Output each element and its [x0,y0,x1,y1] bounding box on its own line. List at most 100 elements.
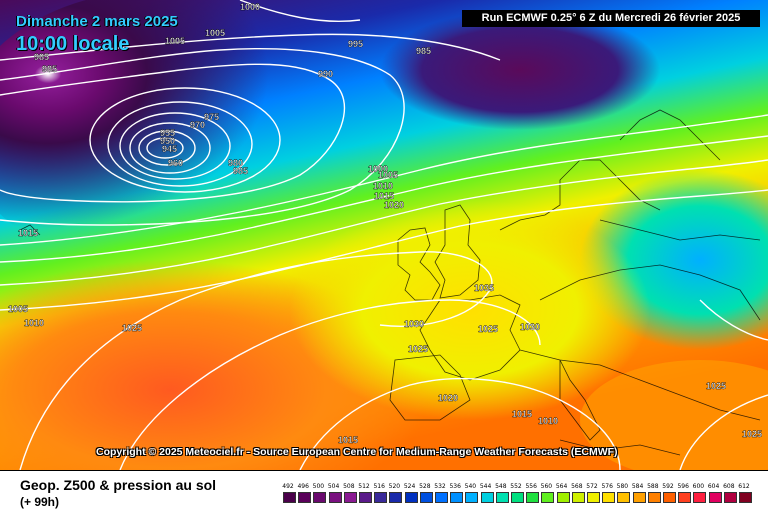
scale-swatch [556,492,570,503]
scale-label: 608 [723,483,735,490]
isobar-label: 990 [318,69,333,79]
scale-label: 532 [434,483,446,490]
scale-swatch [541,492,555,503]
isobar-label: 1005 [378,170,398,180]
scale-label: 492 [282,483,294,490]
scale-label: 544 [479,483,492,490]
isobar-label: 1015 [374,191,394,201]
isobar-label: 1000 [240,2,260,12]
scale-label: 548 [495,483,507,490]
isobar-label: 995 [348,39,363,49]
scale-step: 536 [449,481,464,509]
scale-label: 508 [343,483,355,490]
isobar-label: 1020 [384,200,404,210]
scale-swatch [435,492,448,503]
scale-swatch [298,492,312,503]
scale-step: 512 [358,481,373,509]
scale-step: 496 [297,481,312,509]
scale-swatch [343,492,357,503]
scale-step: 524 [404,481,419,509]
scale-step: 592 [662,481,677,509]
isobar-label: 1030 [520,322,540,332]
isobar-label: 985 [34,52,49,62]
forecast-lead-time: (+ 99h) [20,495,60,509]
isobar-label: 1025 [742,429,762,439]
scale-step: 528 [419,481,434,509]
legend-footer: Geop. Z500 & pression au sol (+ 99h) 492… [0,470,768,513]
scale-step: 596 [677,481,692,509]
scale-step: 588 [647,481,662,509]
scale-swatch [708,492,722,503]
scale-swatch [678,492,692,503]
scale-label: 564 [555,483,568,490]
isobar-label: 1030 [404,319,424,329]
scale-step: 604 [708,481,723,509]
scale-swatch [511,492,524,503]
scale-swatch [465,492,479,503]
scale-step: 560 [540,481,555,509]
scale-label: 552 [510,483,522,490]
scale-label: 588 [647,483,659,490]
isobar-label: 1015 [512,409,532,419]
scale-step: 500 [312,481,327,509]
chart-title: Geop. Z500 & pression au sol [20,477,217,493]
forecast-date: Dimanche 2 mars 2025 [16,13,178,30]
isobar-label: 970 [190,120,205,130]
isobar-label: 1010 [24,318,44,328]
scale-swatch [602,492,616,503]
scale-label: 516 [373,483,385,490]
isobar-label: 985 [416,46,431,56]
scale-step: 584 [632,481,647,509]
isobar-lines [0,0,768,470]
scale-swatch [526,492,540,503]
scale-swatch [663,492,676,503]
scale-step: 508 [343,481,358,509]
coastlines [19,109,761,456]
isobar-label: 950 [160,136,175,146]
isobar-label: 1010 [373,181,393,191]
scale-label: 496 [297,483,309,490]
scale-label: 572 [586,483,598,490]
isobar-label: 1010 [538,416,558,426]
scale-label: 524 [403,483,416,490]
isobar-labels: 1000100510059859859959859909759709559509… [8,2,762,445]
scale-label: 592 [662,483,674,490]
scale-step: 544 [480,481,495,509]
scale-label: 536 [449,483,461,490]
scale-label: 528 [419,483,431,490]
scale-swatch [389,492,403,503]
scale-label: 540 [464,483,477,490]
scale-label: 580 [616,483,629,490]
isobar-label: 955 [160,128,175,138]
forecast-time: 10:00 locale [16,33,130,55]
scale-label: 600 [692,483,705,490]
scale-step: 492 [282,481,297,509]
isobar-label: 945 [162,144,177,154]
copyright-notice: Copyright © 2025 Meteociel.fr - Source E… [96,446,618,458]
isobar-label: 975 [204,112,219,122]
scale-swatch [374,492,388,503]
scale-label: 556 [525,483,537,490]
scale-step: 608 [723,481,738,509]
scale-swatch [359,492,372,503]
scale-step: 532 [434,481,449,509]
scale-label: 568 [571,483,583,490]
scale-swatch [495,492,509,503]
scale-swatch [617,492,631,503]
forecast-map: 1000100510059859859959859909759709559509… [0,0,768,470]
scale-label: 500 [312,483,325,490]
isobar-label: 980 [228,158,243,168]
isobar-label: 960 [168,158,183,168]
scale-swatch [739,492,752,503]
isobar-label: 1025 [408,344,428,354]
isobar-label: 1000 [368,164,388,174]
scale-step: 556 [525,481,540,509]
scale-swatch [693,492,707,503]
scale-swatch [313,492,327,503]
isobar-label: 1035 [474,283,494,293]
scale-swatch [647,492,661,503]
scale-swatch [419,492,433,503]
isobar-label: 1005 [205,28,225,38]
scale-step: 564 [556,481,571,509]
